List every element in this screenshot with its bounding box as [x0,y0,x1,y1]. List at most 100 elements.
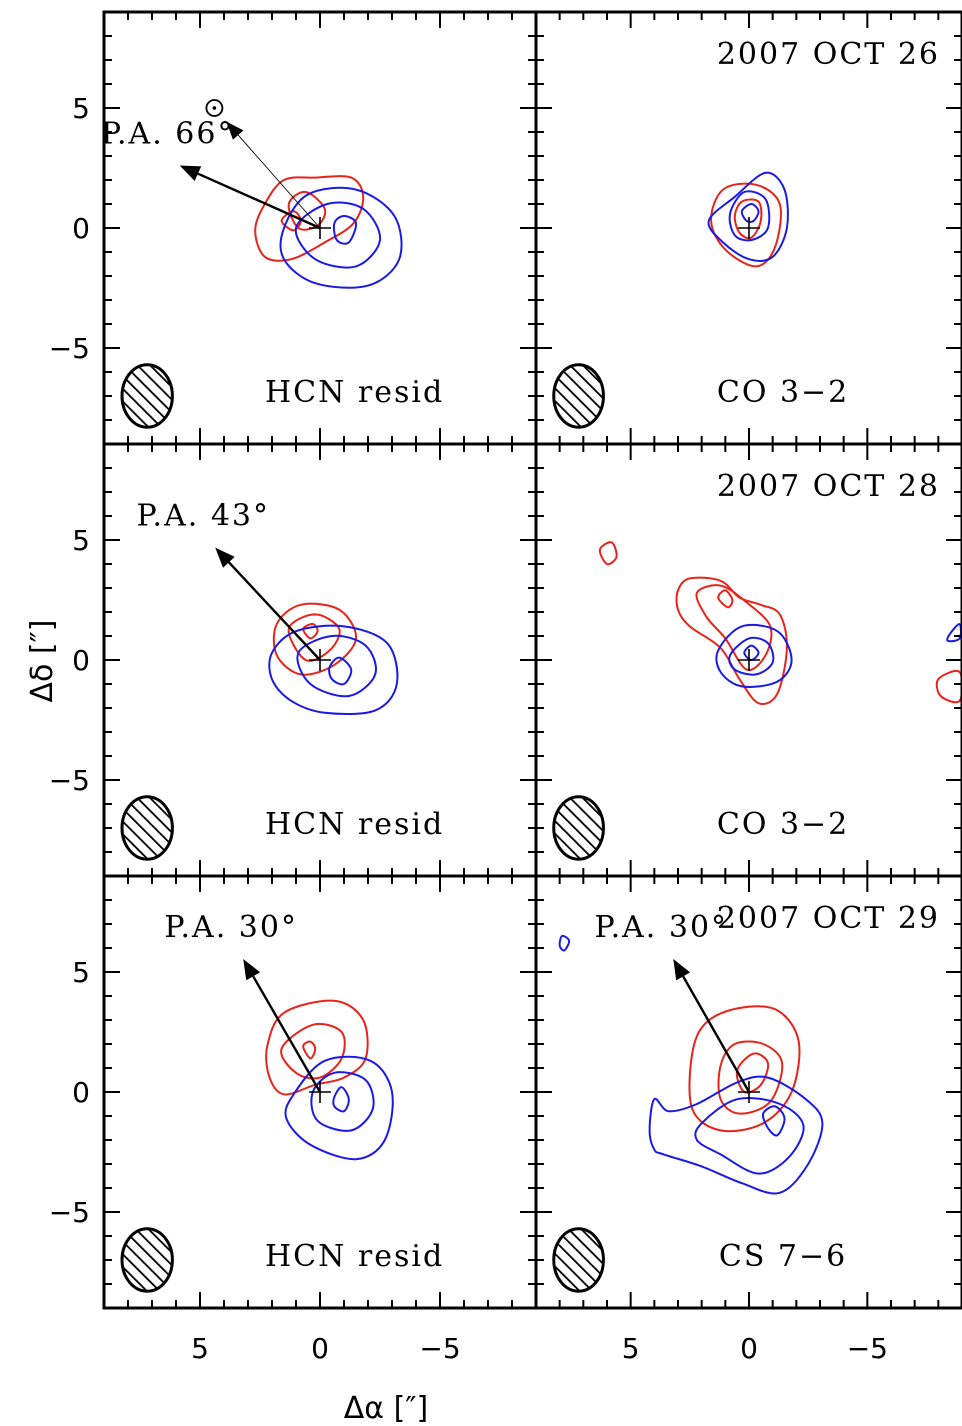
red-contour [598,541,618,566]
red-contour [302,622,319,640]
pa-arrowhead [215,547,235,568]
y-tick-label: 5 [72,956,90,989]
blue-contour [328,656,353,686]
panel-3: HCN resid P.A. 43° [120,499,444,861]
blue-contour [743,644,760,662]
pa-arrowhead [179,165,202,181]
panel-line-label: HCN resid [265,807,444,842]
red-contour [688,1005,801,1133]
pa-label: P.A. 30° [594,910,728,945]
blue-contour [728,636,775,676]
blue-contour [332,1086,350,1113]
red-contour [280,1022,346,1080]
red-contour [695,584,773,672]
y-tick-label: 0 [72,644,90,677]
blue-contour [558,934,571,952]
blue-contour [740,202,760,223]
sun-icon [205,99,224,117]
panel-contours [598,541,962,706]
blue-contour [728,190,771,242]
panel-line-label: HCN resid [265,1239,444,1274]
pa-arrow [252,975,322,1093]
panel-5: HCN resid P.A. 30° [120,910,444,1293]
x-tick-label: 0 [311,1332,329,1365]
y-tick-label: 5 [72,524,90,557]
x-tick-label: 5 [191,1332,209,1365]
blue-contour [761,1105,786,1137]
blue-contour [310,1071,375,1132]
blue-contour [715,624,793,688]
red-contour [735,1052,770,1094]
y-tick-label: −5 [49,1196,90,1229]
x-axis-title: Δα [″] [344,1391,428,1426]
panel-axes: 5 0 −5 5 0 −5 [49,874,538,1365]
panel-contours [254,175,403,289]
y-axis-title: Δδ [″] [25,619,60,702]
panel-contours [268,602,399,716]
panel-date: 2007 OCT 26 [717,37,940,72]
blue-contour [296,634,377,698]
panel-line-label: CO 3−2 [717,375,849,410]
panel-contours [707,171,789,268]
blue-contour [648,1075,824,1195]
beam-ellipse [552,363,605,429]
blue-contour [268,624,399,716]
y-tick-label: 0 [72,212,90,245]
red-contour [710,182,782,268]
pa-label: P.A. 43° [136,499,270,534]
panel-4: CO 3−2 2007 OCT 28 [552,469,962,861]
pa-label: P.A. 30° [164,910,298,945]
panel-line-label: CS 7−6 [719,1239,847,1274]
panel-axes: 5 0 −5 [534,874,962,1365]
sun-direction-arrowhead [226,121,244,140]
pa-arrowhead [673,958,691,981]
panel-2: CO 3−2 2007 OCT 26 [552,37,940,429]
panel-line-label: HCN resid [265,375,444,410]
blue-contour [946,623,962,643]
panel-line-label: CO 3−2 [717,807,849,842]
red-contour [302,1040,317,1060]
pa-arrow [228,561,321,661]
y-tick-label: −5 [49,332,90,365]
beam-ellipse [120,363,174,429]
pa-arrow [682,975,751,1093]
y-tick-label: −5 [49,764,90,797]
beam-ellipse [552,795,605,861]
panel-date: 2007 OCT 29 [717,901,940,936]
red-contour [675,576,788,706]
red-contour [254,175,365,262]
red-contour [717,589,734,609]
pa-label: P.A. 66° [101,117,235,152]
blue-contour [294,201,382,269]
x-tick-label: 5 [622,1332,640,1365]
red-contour [272,602,358,676]
blue-contour [707,171,789,262]
blue-contour [694,1096,805,1175]
blue-contour [279,186,403,289]
red-contour [287,613,341,662]
panel-contours [558,934,824,1195]
panels-layer: HCN resid P.A. 66° CO 3−2 2007 OCT 26 HCN re… [101,37,962,1293]
panel-6: CS 7−6 2007 OCT 29P.A. 30° [552,901,940,1293]
y-tick-label: 5 [72,92,90,125]
pa-arrow [197,172,321,230]
y-tick-label: 0 [72,1076,90,1109]
beam-ellipse [552,1227,605,1293]
x-tick-label: −5 [419,1332,460,1365]
beam-ellipse [120,795,174,861]
panel-date: 2007 OCT 28 [717,469,940,504]
red-contour [733,198,763,240]
beam-ellipse [120,1227,174,1293]
blue-contour [284,1055,394,1161]
sun-direction-line [237,134,321,229]
x-tick-label: 0 [740,1332,758,1365]
pa-arrowhead [243,958,261,981]
blue-contour [332,214,358,245]
axes-layer: 5 0 −5 5 0 −5 5 0 −5 5 0 −5 5 0 −5 [49,10,962,1365]
red-contour [935,670,962,704]
sun-icon-dot [212,106,217,110]
x-tick-label: −5 [847,1332,888,1365]
panel-1: HCN resid P.A. 66° [101,99,444,429]
red-contour [265,999,369,1096]
